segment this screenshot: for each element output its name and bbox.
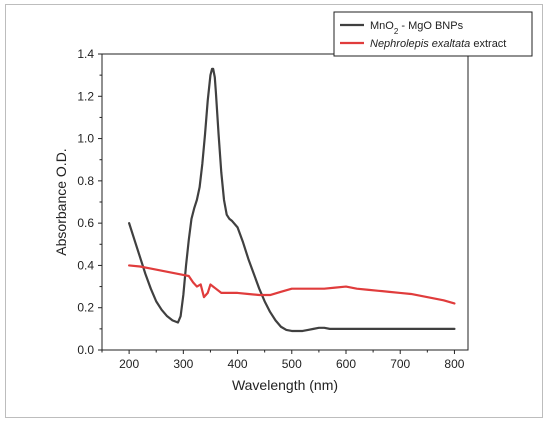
x-tick-label: 500: [282, 357, 302, 371]
legend-label-1: MnO2 - MgO BNPs: [370, 20, 464, 36]
series-line-1: [128, 67, 456, 333]
x-tick-label: 300: [173, 357, 193, 371]
y-tick-label: 1.2: [77, 89, 94, 103]
axes: 200 300 400 500 600 700 800 0.0 0.2 0.4 0.6 0.8 1.0 1…: [77, 47, 469, 371]
legend-label-part: - MgO BNPs: [398, 20, 463, 32]
legend-label-2: Nephrolepis exaltata extract: [370, 38, 506, 50]
series-line-2: [128, 264, 456, 305]
x-tick-label: 700: [390, 357, 410, 371]
x-tick-label: 400: [228, 357, 248, 371]
series-layer: [128, 67, 456, 333]
y-axis-title: Absorbance O.D.: [53, 148, 69, 255]
y-tick-label: 1.4: [77, 47, 94, 61]
x-axis-title: Wavelength (nm): [232, 377, 338, 393]
legend-label-part: extract: [470, 38, 506, 50]
y-tick-label: 0.8: [77, 174, 94, 188]
y-tick-label: 0.4: [77, 258, 94, 272]
x-tick-label: 200: [119, 357, 139, 371]
y-tick-label: 1.0: [77, 132, 94, 146]
legend-label-part: 2: [394, 27, 399, 36]
legend: MnO2 - MgO BNPs Nephrolepis exaltata extr…: [333, 11, 533, 57]
legend-label-part: MnO: [370, 20, 394, 32]
figure-frame: [5, 4, 543, 418]
legend-box: [333, 11, 533, 57]
plot-area-frame: [101, 53, 469, 351]
x-tick-label: 600: [336, 357, 356, 371]
x-tick-label: 800: [444, 357, 464, 371]
y-tick-label: 0.2: [77, 301, 94, 315]
y-tick-label: 0.0: [77, 343, 94, 357]
legend-label-part: Nephrolepis exaltata: [370, 38, 470, 50]
y-tick-label: 0.6: [77, 216, 94, 230]
